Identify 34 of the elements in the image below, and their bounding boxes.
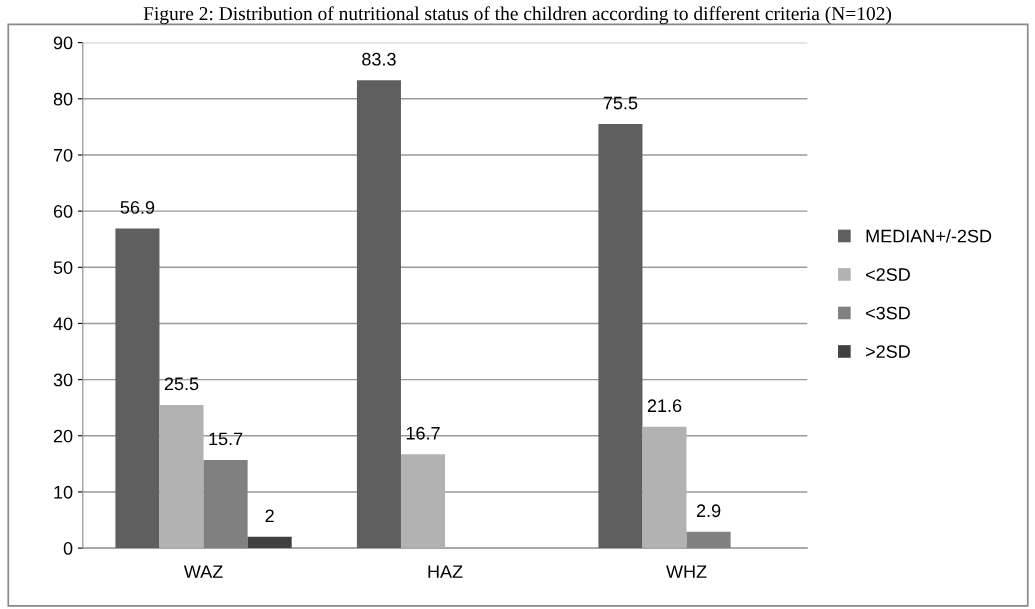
y-tick-label: 80 (53, 92, 73, 106)
data-label: 2 (265, 509, 274, 523)
bar (356, 80, 401, 549)
y-tick-label: 60 (53, 205, 73, 218)
bar (159, 404, 204, 549)
x-tick-label: WHZ (666, 565, 707, 578)
bar (115, 228, 160, 549)
bar (247, 536, 292, 549)
chart-title: Figure 2: Distribution of nutritional status of the children according to different criteria (N=102) (143, 6, 892, 25)
y-tick-label: 40 (53, 317, 73, 331)
data-label: 25.5 (164, 377, 199, 391)
y-tick-label: 0 (63, 542, 73, 555)
y-tick-label: 10 (54, 485, 73, 499)
x-tick-label: HAZ (428, 565, 463, 578)
bar (642, 426, 687, 549)
data-label: 75.5 (603, 96, 638, 110)
data-label: 15.7 (209, 432, 243, 446)
data-label: 16.7 (406, 426, 440, 440)
data-label: 2.9 (696, 504, 721, 518)
data-label: 21.6 (647, 399, 682, 413)
bar (400, 454, 446, 549)
y-tick-label: 50 (53, 261, 73, 274)
data-label: 56.9 (120, 201, 155, 214)
legend-label: <3SD (866, 306, 910, 320)
data-label: 83.3 (362, 52, 396, 66)
y-tick-label: 30 (53, 373, 73, 387)
bar (598, 124, 643, 549)
legend-label: <2SD (866, 268, 910, 281)
y-tick-label: 90 (53, 36, 73, 50)
y-tick-label: 20 (53, 429, 73, 443)
y-tick-label: 70 (53, 148, 73, 162)
x-tick-label: WAZ (183, 565, 223, 578)
legend-label: MEDIAN+/-2SD (866, 229, 992, 243)
legend-label: >2SD (866, 345, 910, 358)
